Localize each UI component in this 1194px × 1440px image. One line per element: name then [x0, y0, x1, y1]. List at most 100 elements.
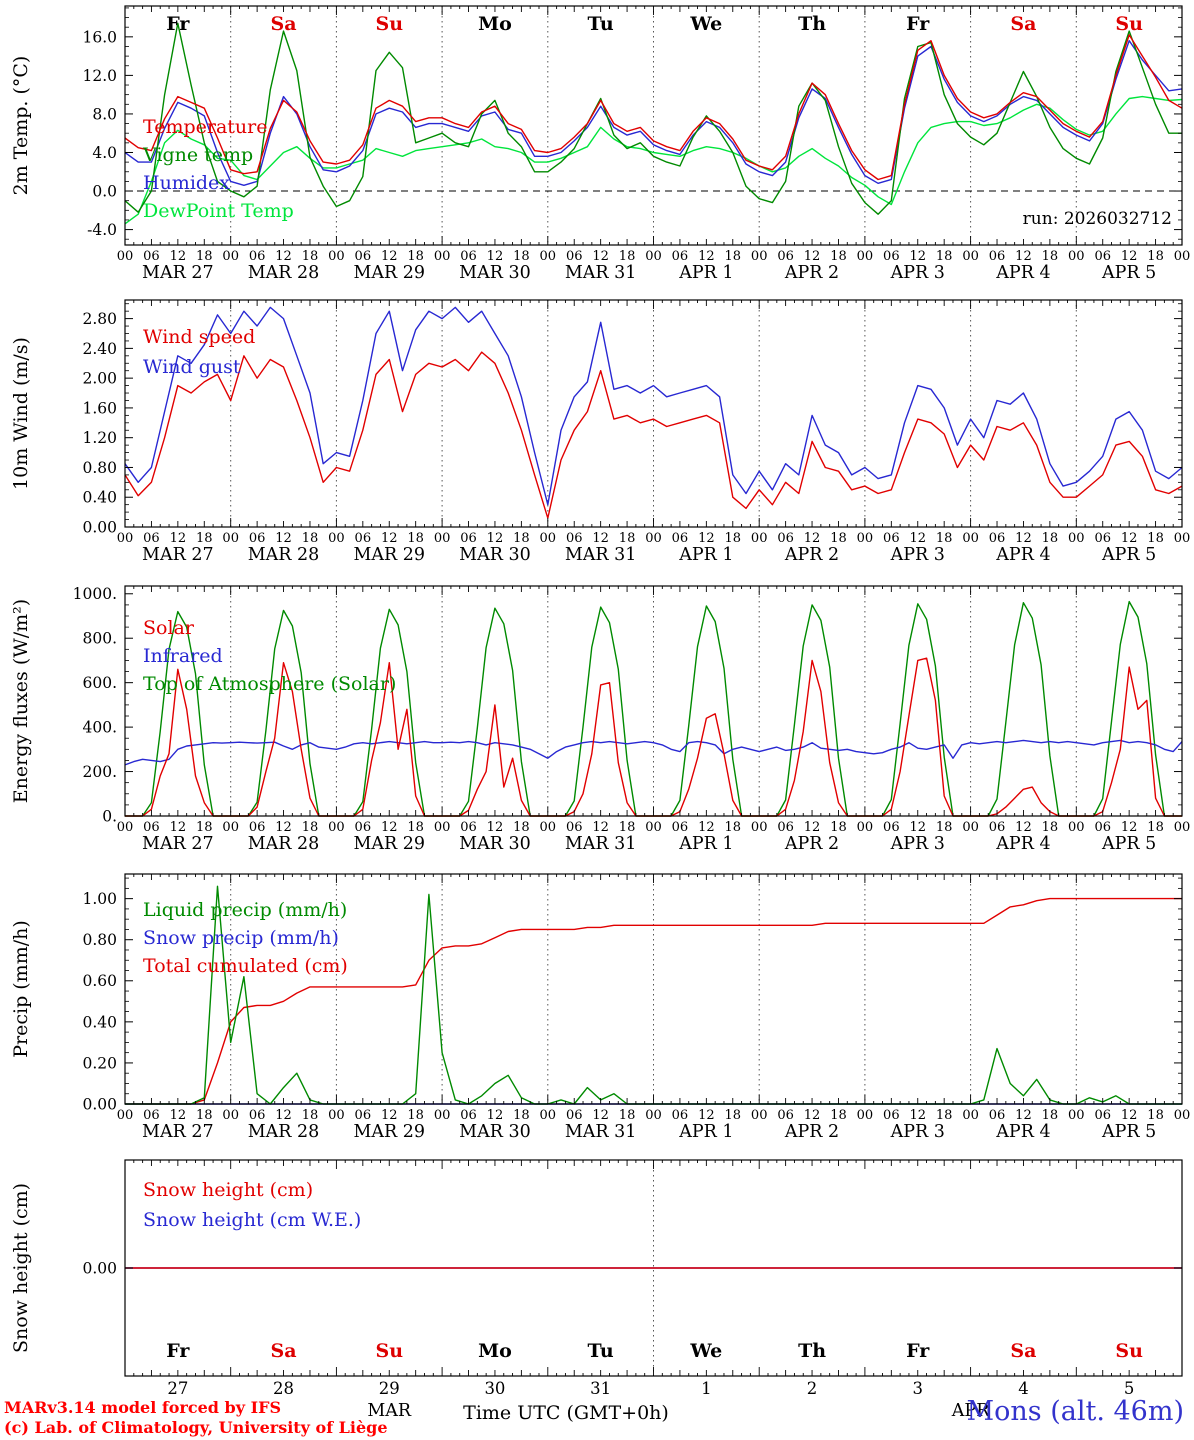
hour-tick-label: 18 — [830, 1108, 847, 1123]
humidex-line — [124, 40, 1183, 187]
legend-solar: Solar — [143, 617, 195, 639]
day-number-label: 29 — [379, 1379, 400, 1398]
hour-tick-label: 00 — [857, 1108, 874, 1123]
legend-infrared: Infrared — [143, 645, 223, 667]
date-label: MAR 27 — [142, 545, 214, 565]
hour-tick-label: 12 — [1121, 820, 1138, 835]
hour-tick-label: 18 — [619, 249, 636, 264]
hour-tick-label: 12 — [381, 820, 398, 835]
hour-tick-label: 12 — [1015, 249, 1032, 264]
day-name-label: Tu — [588, 1340, 614, 1362]
date-label: MAR 28 — [248, 545, 320, 565]
date-label: MAR 27 — [142, 1122, 214, 1142]
hour-tick-label: 00 — [222, 531, 239, 546]
hour-tick-label: 00 — [434, 249, 451, 264]
y-axis-title: Snow height (cm) — [10, 1183, 32, 1353]
hour-tick-label: 18 — [407, 820, 424, 835]
hour-tick-label: 12 — [592, 531, 609, 546]
hour-tick-label: 12 — [698, 820, 715, 835]
day-name-label: Tu — [588, 13, 614, 35]
hour-tick-label: 00 — [328, 820, 345, 835]
y-tick-label: 16.0 — [82, 28, 117, 46]
hour-tick-label: 00 — [1174, 820, 1191, 835]
day-name-label: Su — [375, 13, 403, 35]
date-label: APR 4 — [995, 263, 1050, 283]
date-label: APR 3 — [890, 1122, 945, 1142]
hour-tick-label: 06 — [355, 531, 372, 546]
time-axis-label: Time UTC (GMT+0h) — [463, 1402, 669, 1424]
day-number-label: 31 — [590, 1379, 611, 1398]
legend-top-of-atmosphere-solar: Top of Atmosphere (Solar) — [143, 673, 396, 695]
y-tick-label: 2.40 — [82, 340, 117, 358]
hour-tick-label: 06 — [883, 1108, 900, 1123]
date-label: APR 3 — [890, 834, 945, 854]
date-label: APR 3 — [890, 263, 945, 283]
hour-tick-label: 00 — [328, 1108, 345, 1123]
day-number-label: 30 — [484, 1379, 505, 1398]
date-label: APR 1 — [678, 834, 733, 854]
hour-tick-label: 12 — [275, 1108, 292, 1123]
hour-tick-label: 12 — [909, 1108, 926, 1123]
date-label: MAR 31 — [565, 545, 637, 565]
hour-tick-label: 12 — [275, 531, 292, 546]
hour-tick-label: 00 — [645, 531, 662, 546]
hour-tick-label: 00 — [857, 531, 874, 546]
hour-tick-label: 00 — [962, 820, 979, 835]
hour-tick-label: 12 — [487, 820, 504, 835]
hour-tick-label: 12 — [698, 1108, 715, 1123]
date-label: APR 2 — [784, 263, 839, 283]
hour-tick-label: 06 — [143, 1108, 160, 1123]
y-tick-label: 0.60 — [82, 972, 117, 990]
hour-tick-label: 12 — [592, 820, 609, 835]
date-label: MAR 31 — [565, 834, 637, 854]
date-label: APR 4 — [995, 545, 1050, 565]
hour-tick-label: 00 — [857, 249, 874, 264]
hour-tick-label: 06 — [249, 531, 266, 546]
hour-tick-label: 18 — [830, 249, 847, 264]
hour-tick-label: 00 — [1068, 531, 1085, 546]
y-tick-label: 2.00 — [82, 370, 117, 388]
legend-humidex: Humidex — [143, 172, 230, 194]
legend-dewpoint-temp: DewPoint Temp — [143, 200, 294, 222]
hour-tick-label: 06 — [566, 249, 583, 264]
hour-tick-label: 00 — [222, 820, 239, 835]
y-tick-label: 2.80 — [82, 310, 117, 328]
y-tick-label: 1000. — [73, 585, 117, 603]
hour-tick-label: 12 — [170, 531, 187, 546]
hour-tick-label: 12 — [275, 820, 292, 835]
hour-tick-label: 12 — [487, 1108, 504, 1123]
hour-tick-label: 18 — [936, 1108, 953, 1123]
hour-tick-label: 00 — [1174, 531, 1191, 546]
plot-box — [124, 299, 1183, 528]
hour-tick-label: 18 — [513, 249, 530, 264]
hour-tick-label: 00 — [751, 531, 768, 546]
hour-tick-label: 12 — [804, 531, 821, 546]
hour-tick-label: 06 — [143, 820, 160, 835]
day-name-label: Fr — [166, 13, 190, 35]
hour-tick-label: 12 — [1121, 531, 1138, 546]
hour-tick-label: 12 — [698, 531, 715, 546]
day-number-label: 28 — [273, 1379, 294, 1398]
hour-tick-label: 00 — [117, 1108, 134, 1123]
hour-tick-label: 06 — [566, 1108, 583, 1123]
date-label: MAR 29 — [353, 263, 425, 283]
date-label: MAR 30 — [459, 545, 531, 565]
hour-tick-label: 06 — [989, 249, 1006, 264]
date-label: APR 3 — [890, 545, 945, 565]
model-credit-line1: MARv3.14 model forced by IFS — [4, 1398, 281, 1417]
date-label: APR 1 — [678, 263, 733, 283]
hour-tick-label: 18 — [830, 531, 847, 546]
hour-tick-label: 00 — [540, 249, 557, 264]
month-label: APR — [951, 1401, 990, 1421]
day-name-label: Mo — [478, 1340, 512, 1362]
hour-tick-label: 00 — [962, 531, 979, 546]
legend-snow-precip-mm-h: Snow precip (mm/h) — [143, 927, 339, 949]
hour-tick-label: 06 — [1094, 531, 1111, 546]
hour-tick-label: 00 — [751, 249, 768, 264]
hour-tick-label: 18 — [407, 1108, 424, 1123]
hour-tick-label: 18 — [1042, 820, 1059, 835]
legend-vigne-temp: Vigne temp — [142, 144, 253, 166]
hour-tick-label: 06 — [989, 820, 1006, 835]
hour-tick-label: 06 — [566, 820, 583, 835]
